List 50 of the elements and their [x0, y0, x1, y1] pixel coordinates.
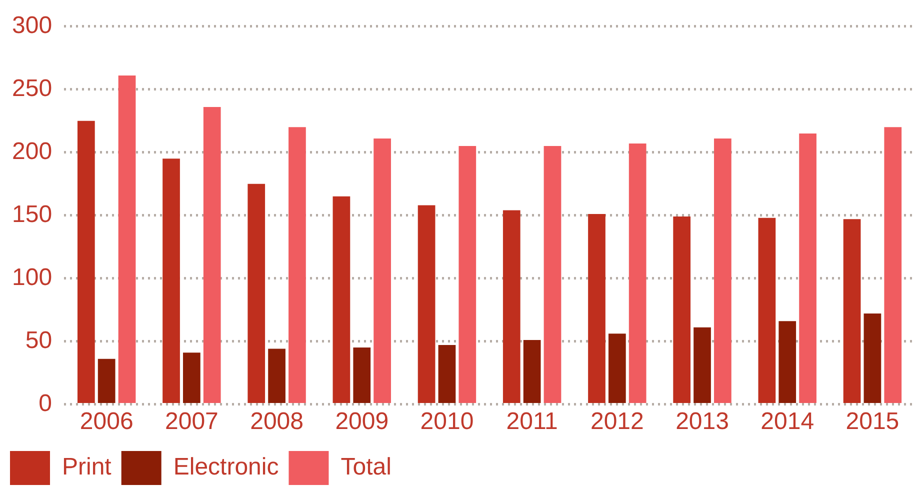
y-tick-label: 0 — [38, 390, 52, 417]
bar — [714, 138, 732, 403]
bar — [118, 76, 136, 403]
bar — [374, 138, 391, 403]
bar — [523, 340, 541, 403]
bar — [628, 144, 646, 403]
bar — [799, 133, 816, 403]
bar — [203, 107, 221, 403]
y-tick-label: 200 — [12, 138, 52, 165]
bar — [758, 218, 776, 403]
bar — [183, 352, 200, 403]
x-tick-label: 2014 — [760, 408, 814, 436]
x-tick-label: 2015 — [846, 408, 900, 436]
y-tick-label: 300 — [12, 12, 52, 40]
bar — [438, 345, 456, 403]
bar — [608, 334, 626, 403]
bar — [162, 158, 180, 403]
bar — [418, 205, 436, 403]
bar — [458, 146, 476, 403]
bar — [694, 327, 711, 403]
bar — [843, 219, 861, 403]
x-tick-label: 2013 — [676, 408, 729, 436]
y-tick-label: 250 — [12, 74, 52, 102]
x-tick-label: 2007 — [164, 408, 218, 436]
bar — [502, 210, 520, 403]
x-tick-label: 2012 — [590, 408, 644, 436]
bar — [544, 146, 562, 403]
x-tick-label: 2010 — [420, 408, 474, 436]
y-tick-label: 100 — [12, 264, 52, 291]
legend-label: Electronic — [173, 454, 279, 481]
bar — [778, 321, 796, 403]
bar — [77, 120, 95, 403]
bar — [248, 184, 266, 403]
bar — [353, 348, 371, 403]
bar — [332, 196, 350, 403]
bar — [673, 216, 691, 403]
y-tick-label: 50 — [25, 326, 52, 354]
bar — [268, 348, 286, 403]
x-tick-label: 2011 — [506, 408, 558, 436]
x-tick-label: 2009 — [335, 408, 389, 436]
bar — [98, 358, 116, 403]
bar — [864, 314, 882, 403]
legend-label: Total — [340, 454, 392, 481]
bar — [884, 127, 902, 403]
bar — [588, 214, 606, 403]
x-tick-label: 2008 — [250, 408, 304, 436]
y-tick-label: 150 — [12, 200, 52, 228]
bar — [288, 127, 306, 403]
legend-label: Print — [62, 454, 112, 481]
x-tick-label: 2006 — [80, 408, 134, 436]
